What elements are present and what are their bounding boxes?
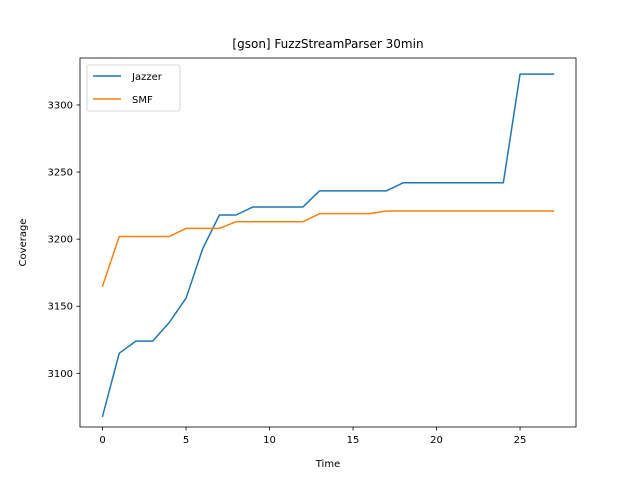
series-line-smf (101, 210, 555, 288)
x-tick-label: 25 (514, 435, 527, 446)
y-tick-label: 3250 (48, 168, 73, 179)
chart-title: [gson] FuzzStreamParser 30min (232, 37, 423, 51)
y-axis-label: Coverage (18, 219, 29, 267)
x-tick-label: 0 (99, 435, 105, 446)
legend: Jazzer SMF (86, 64, 181, 112)
x-tick-label: 15 (347, 435, 360, 446)
y-tick-label: 3100 (48, 369, 73, 380)
y-tick-label: 3150 (48, 302, 73, 313)
axis-ticks: 0 5 10 15 20 25 3100 3150 3200 3250 3300 (48, 100, 527, 446)
series-lines (101, 73, 555, 418)
legend-label-smf: SMF (132, 95, 153, 106)
legend-label-jazzer: Jazzer (131, 72, 163, 83)
x-axis-label: Time (315, 459, 340, 470)
series-line-jazzer (101, 73, 555, 418)
x-tick-label: 20 (430, 435, 443, 446)
plot-frame (79, 57, 577, 428)
plot-area: 0 5 10 15 20 25 3100 3150 3200 3250 3300 (48, 57, 577, 446)
x-tick-label: 5 (183, 435, 189, 446)
y-tick-label: 3200 (48, 235, 73, 246)
x-tick-label: 10 (263, 435, 276, 446)
y-tick-label: 3300 (48, 100, 73, 111)
